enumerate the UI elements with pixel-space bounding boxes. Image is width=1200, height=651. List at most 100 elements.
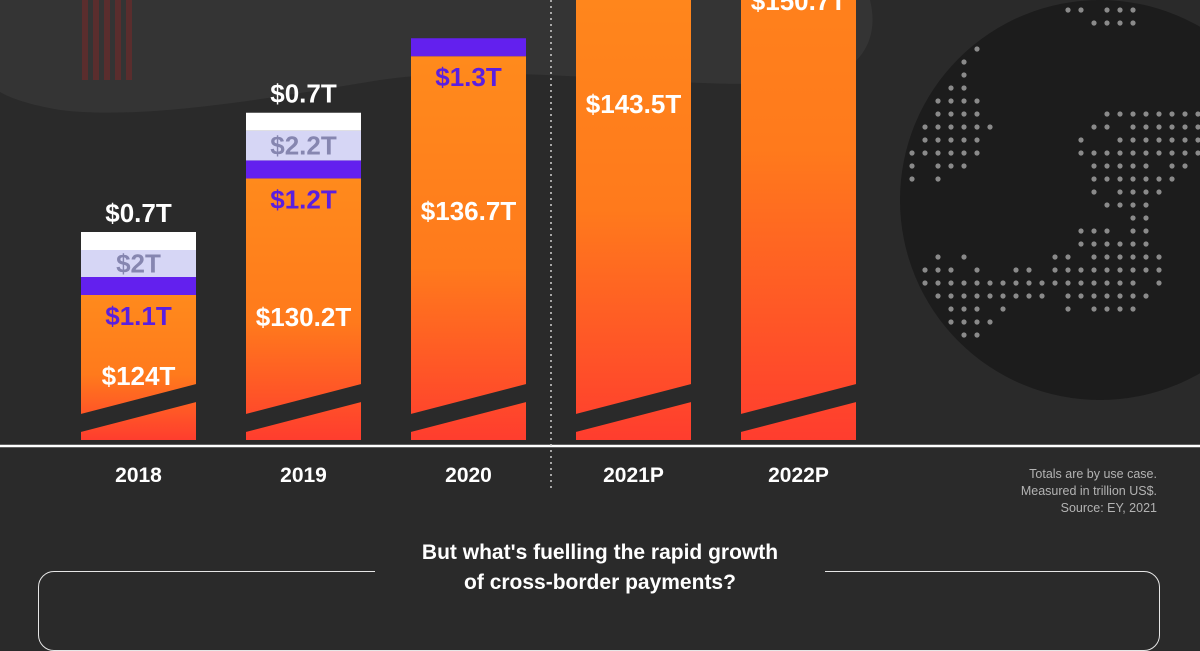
- globe-dot: [1091, 176, 1097, 182]
- globe-dot: [1104, 202, 1110, 208]
- globe-dot: [935, 111, 941, 117]
- label-2021P-s1: $143.5T: [586, 89, 682, 119]
- globe-dot: [909, 176, 915, 182]
- globe-dot: [1143, 267, 1149, 273]
- bar-2020-s1: [411, 56, 526, 441]
- globe-dot: [1104, 280, 1110, 286]
- globe-dot: [961, 306, 967, 312]
- question-line-1: But what's fuelling the rapid growth: [421, 541, 779, 564]
- bar-2019-s2: [246, 160, 361, 179]
- globe-dot: [1156, 254, 1162, 260]
- globe-dot: [1143, 124, 1149, 130]
- globe-dot: [935, 176, 941, 182]
- axis-break-2022P: [733, 382, 864, 434]
- globe-dot: [1143, 163, 1149, 169]
- globe-dot: [1156, 176, 1162, 182]
- globe-dot: [1117, 293, 1123, 299]
- globe-dot: [1065, 7, 1071, 13]
- globe-dot: [948, 111, 954, 117]
- globe-dot: [1104, 293, 1110, 299]
- axis-break-2018: [73, 382, 204, 434]
- bar-2018-s3: [81, 250, 196, 277]
- globe-dot: [1065, 267, 1071, 273]
- globe-dot: [1091, 189, 1097, 195]
- globe-dot: [1117, 254, 1123, 260]
- globe-dot: [1143, 241, 1149, 247]
- label-2022P-s1: $150.7T: [751, 0, 847, 16]
- globe-dot: [1156, 280, 1162, 286]
- globe-dot: [974, 293, 980, 299]
- globe-dot: [1195, 150, 1200, 156]
- x-tick-2020: 2020: [445, 464, 492, 487]
- globe-dot: [1130, 124, 1136, 130]
- bar-2018-s4: [81, 232, 196, 250]
- decor-stripe: [82, 0, 88, 80]
- globe-dot: [1195, 124, 1200, 130]
- globe-dot: [987, 293, 993, 299]
- globe-dot: [1091, 124, 1097, 130]
- globe-dot: [987, 319, 993, 325]
- globe-dot: [1091, 293, 1097, 299]
- globe-dot: [1078, 150, 1084, 156]
- globe-dot: [1117, 111, 1123, 117]
- globe-dot: [961, 72, 967, 78]
- globe-dot: [1091, 267, 1097, 273]
- globe-dot: [987, 124, 993, 130]
- globe-dot: [1000, 306, 1006, 312]
- globe-dot: [974, 306, 980, 312]
- globe-dot: [1130, 20, 1136, 26]
- globe-dot: [961, 293, 967, 299]
- globe-dot: [1052, 267, 1058, 273]
- globe-dot: [909, 163, 915, 169]
- label-2020-s1: $136.7T: [421, 196, 517, 226]
- globe-dot: [922, 124, 928, 130]
- globe-dot: [1169, 150, 1175, 156]
- globe-dot: [935, 267, 941, 273]
- globe-dot: [935, 280, 941, 286]
- globe-dot: [961, 163, 967, 169]
- globe-dot: [935, 254, 941, 260]
- globe-dot: [1013, 267, 1019, 273]
- globe-dot: [1091, 254, 1097, 260]
- bars-group: $124T $1.1T $2T $0.7T $130.2T $1.2T $2.2T $0.7T…: [73, 0, 864, 441]
- globe-dot: [1130, 111, 1136, 117]
- globe-dot: [1143, 293, 1149, 299]
- globe-dot: [1104, 241, 1110, 247]
- globe-dot: [1130, 137, 1136, 143]
- question-line-2: of cross-border payments?: [464, 571, 736, 594]
- globe-dot: [1130, 267, 1136, 273]
- globe-dot: [935, 163, 941, 169]
- globe-dot: [1117, 241, 1123, 247]
- globe-dot: [1130, 176, 1136, 182]
- globe-dot: [1117, 20, 1123, 26]
- bar-chart: $124T $1.1T $2T $0.7T $130.2T $1.2T $2.2T $0.7T…: [0, 0, 1200, 488]
- globe-dot: [1091, 150, 1097, 156]
- note-source: Source: EY, 2021: [1060, 501, 1157, 515]
- globe-dot: [1117, 163, 1123, 169]
- bar-2021P-s1: [576, 0, 691, 441]
- globe-shape: [900, 0, 1200, 400]
- globe-dot: [1182, 137, 1188, 143]
- globe-dot: [948, 85, 954, 91]
- globe-dot: [974, 46, 980, 52]
- globe-dot: [1117, 202, 1123, 208]
- globe-dot: [948, 306, 954, 312]
- globe-dot: [974, 319, 980, 325]
- globe-dot: [1143, 111, 1149, 117]
- x-tick-labels: 2018 2019 2020 2021P 2022P: [115, 464, 829, 487]
- x-tick-2022P: 2022P: [768, 464, 829, 487]
- note-units: Measured in trillion US$.: [1020, 484, 1157, 498]
- label-2018-s3: $2T: [116, 249, 161, 279]
- question-heading: But what's fuelling the rapid growth of …: [375, 538, 825, 598]
- decor-stripe: [104, 0, 110, 80]
- globe-dot: [974, 124, 980, 130]
- decor-stripe: [115, 0, 121, 80]
- globe-dot: [1143, 189, 1149, 195]
- globe-dot: [1065, 306, 1071, 312]
- x-tick-2018: 2018: [115, 464, 162, 487]
- globe-dot: [1156, 189, 1162, 195]
- globe-dot: [1195, 137, 1200, 143]
- globe-dot: [1117, 280, 1123, 286]
- globe-dot: [1143, 150, 1149, 156]
- axis-break-2021P: [568, 382, 699, 434]
